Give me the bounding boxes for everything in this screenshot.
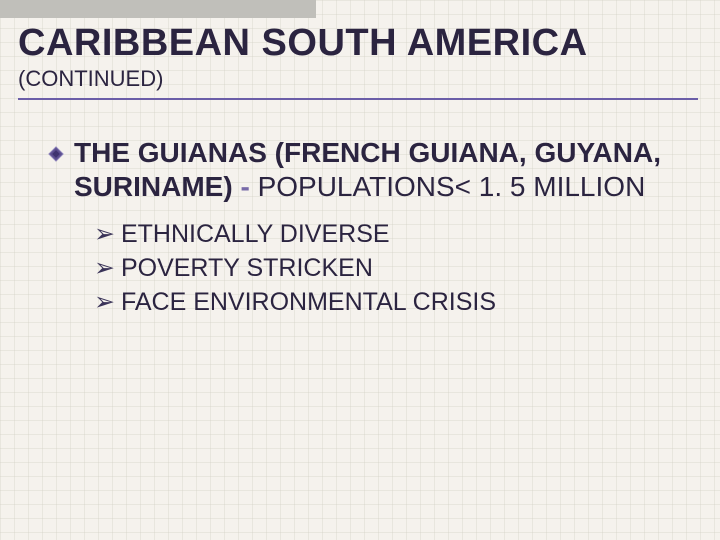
slide-container: CARIBBEAN SOUTH AMERICA (CONTINUED) THE … [0,0,720,319]
sub-bullet-text: POVERTY STRICKEN [121,252,373,286]
content-area: THE GUIANAS (FRENCH GUIANA, GUYANA, SURI… [18,136,702,320]
list-item: ➢ ETHNICALLY DIVERSE [94,218,702,252]
list-item: ➢ FACE ENVIRONMENTAL CRISIS [94,286,702,320]
sub-bullet-list: ➢ ETHNICALLY DIVERSE ➢ POVERTY STRICKEN … [48,218,702,319]
main-bullet-text: THE GUIANAS (FRENCH GUIANA, GUYANA, SURI… [74,136,702,204]
main-bullet-row: THE GUIANAS (FRENCH GUIANA, GUYANA, SURI… [48,136,702,204]
sub-bullet-text: ETHNICALLY DIVERSE [121,218,390,252]
chevron-icon: ➢ [94,218,115,252]
main-bullet-rest: POPULATIONS< 1. 5 MILLION [258,171,646,202]
sub-bullet-text: FACE ENVIRONMENTAL CRISIS [121,286,496,320]
chevron-icon: ➢ [94,252,115,286]
title-underline [18,98,698,100]
main-bullet-dash: - [233,171,258,202]
list-item: ➢ POVERTY STRICKEN [94,252,702,286]
slide-title: CARIBBEAN SOUTH AMERICA [18,24,702,64]
top-accent-bar [0,0,316,18]
slide-subtitle: (CONTINUED) [18,66,702,92]
diamond-bullet-icon [48,146,64,162]
chevron-icon: ➢ [94,286,115,320]
